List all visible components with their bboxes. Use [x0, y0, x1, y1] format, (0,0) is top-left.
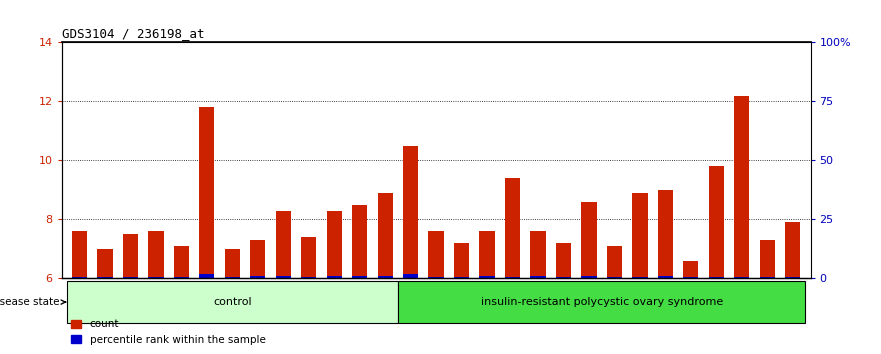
Text: control: control: [213, 297, 252, 307]
FancyBboxPatch shape: [67, 281, 398, 323]
Bar: [734, 96, 750, 279]
Bar: [581, 275, 596, 279]
Bar: [327, 211, 342, 279]
Bar: [454, 243, 470, 279]
Text: insulin-resistant polycystic ovary syndrome: insulin-resistant polycystic ovary syndr…: [480, 297, 722, 307]
Bar: [301, 237, 316, 279]
Bar: [683, 277, 699, 279]
Bar: [97, 277, 113, 279]
Legend: count, percentile rank within the sample: count, percentile rank within the sample: [67, 315, 270, 349]
Bar: [505, 178, 520, 279]
Bar: [301, 277, 316, 279]
Bar: [276, 211, 291, 279]
Bar: [97, 249, 113, 279]
Bar: [581, 202, 596, 279]
Text: disease state: disease state: [0, 297, 66, 307]
Bar: [607, 246, 622, 279]
Bar: [428, 277, 444, 279]
Bar: [530, 275, 545, 279]
Bar: [454, 277, 470, 279]
Bar: [708, 277, 724, 279]
Bar: [199, 107, 214, 279]
Bar: [276, 275, 291, 279]
Bar: [479, 231, 494, 279]
Bar: [327, 275, 342, 279]
Bar: [683, 261, 699, 279]
Bar: [250, 240, 265, 279]
Bar: [72, 231, 87, 279]
Bar: [199, 274, 214, 279]
Bar: [530, 231, 545, 279]
Bar: [352, 205, 367, 279]
Bar: [403, 146, 418, 279]
Bar: [148, 277, 164, 279]
Bar: [556, 243, 571, 279]
Bar: [378, 193, 393, 279]
Bar: [556, 277, 571, 279]
Bar: [122, 234, 138, 279]
Bar: [148, 231, 164, 279]
Bar: [633, 277, 648, 279]
Bar: [785, 277, 800, 279]
Bar: [250, 275, 265, 279]
Bar: [72, 277, 87, 279]
Bar: [658, 275, 673, 279]
Bar: [352, 275, 367, 279]
Bar: [479, 275, 494, 279]
Bar: [174, 277, 189, 279]
Bar: [174, 246, 189, 279]
Bar: [403, 274, 418, 279]
Bar: [633, 193, 648, 279]
Bar: [505, 277, 520, 279]
Bar: [607, 277, 622, 279]
Text: GDS3104 / 236198_at: GDS3104 / 236198_at: [62, 27, 204, 40]
Bar: [225, 277, 240, 279]
Bar: [225, 249, 240, 279]
Bar: [658, 190, 673, 279]
Bar: [759, 240, 775, 279]
FancyBboxPatch shape: [398, 281, 805, 323]
Bar: [785, 222, 800, 279]
Bar: [122, 277, 138, 279]
Bar: [708, 166, 724, 279]
Bar: [759, 277, 775, 279]
Bar: [378, 275, 393, 279]
Bar: [428, 231, 444, 279]
Bar: [734, 277, 750, 279]
